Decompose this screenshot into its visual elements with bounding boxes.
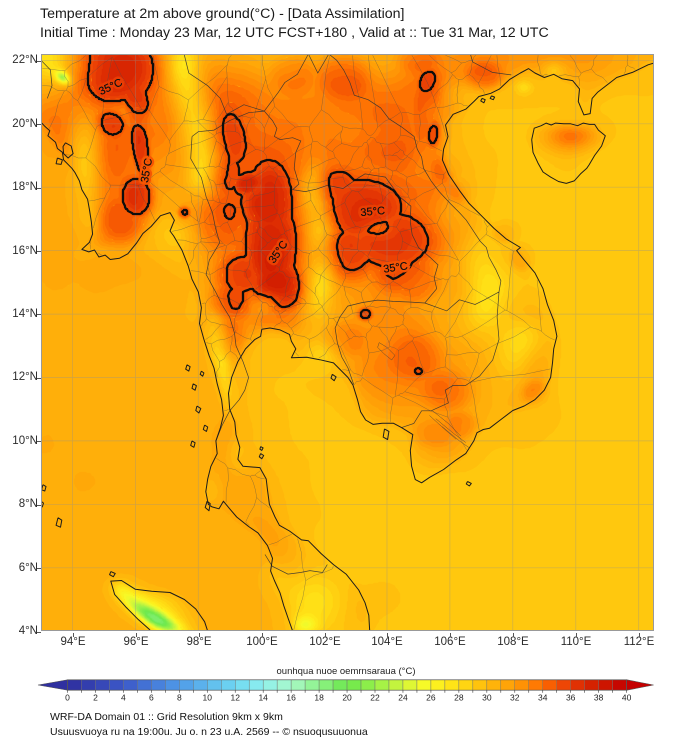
svg-text:24: 24 — [398, 693, 408, 703]
svg-text:0: 0 — [65, 693, 70, 703]
svg-text:18: 18 — [314, 693, 324, 703]
svg-text:8: 8 — [177, 693, 182, 703]
svg-text:26: 26 — [426, 693, 436, 703]
svg-text:4: 4 — [121, 693, 126, 703]
svg-text:28: 28 — [454, 693, 464, 703]
svg-text:30: 30 — [482, 693, 492, 703]
svg-text:10: 10 — [203, 693, 213, 703]
svg-text:20: 20 — [342, 693, 352, 703]
svg-text:6: 6 — [149, 693, 154, 703]
svg-text:35°C: 35°C — [383, 261, 409, 276]
svg-text:22: 22 — [370, 693, 380, 703]
svg-text:34: 34 — [538, 693, 548, 703]
svg-text:35°C: 35°C — [360, 205, 386, 219]
svg-text:14: 14 — [258, 693, 268, 703]
svg-text:2: 2 — [93, 693, 98, 703]
svg-text:40: 40 — [622, 693, 632, 703]
svg-text:35°C: 35°C — [139, 158, 155, 184]
svg-text:ounhqua nuoe oemrnsaraua (°C): ounhqua nuoe oemrnsaraua (°C) — [277, 666, 416, 677]
svg-text:36: 36 — [566, 693, 576, 703]
svg-text:32: 32 — [510, 693, 520, 703]
svg-text:12: 12 — [230, 693, 240, 703]
svg-text:38: 38 — [594, 693, 604, 703]
svg-text:16: 16 — [286, 693, 296, 703]
svg-text:35°C: 35°C — [360, 205, 386, 219]
